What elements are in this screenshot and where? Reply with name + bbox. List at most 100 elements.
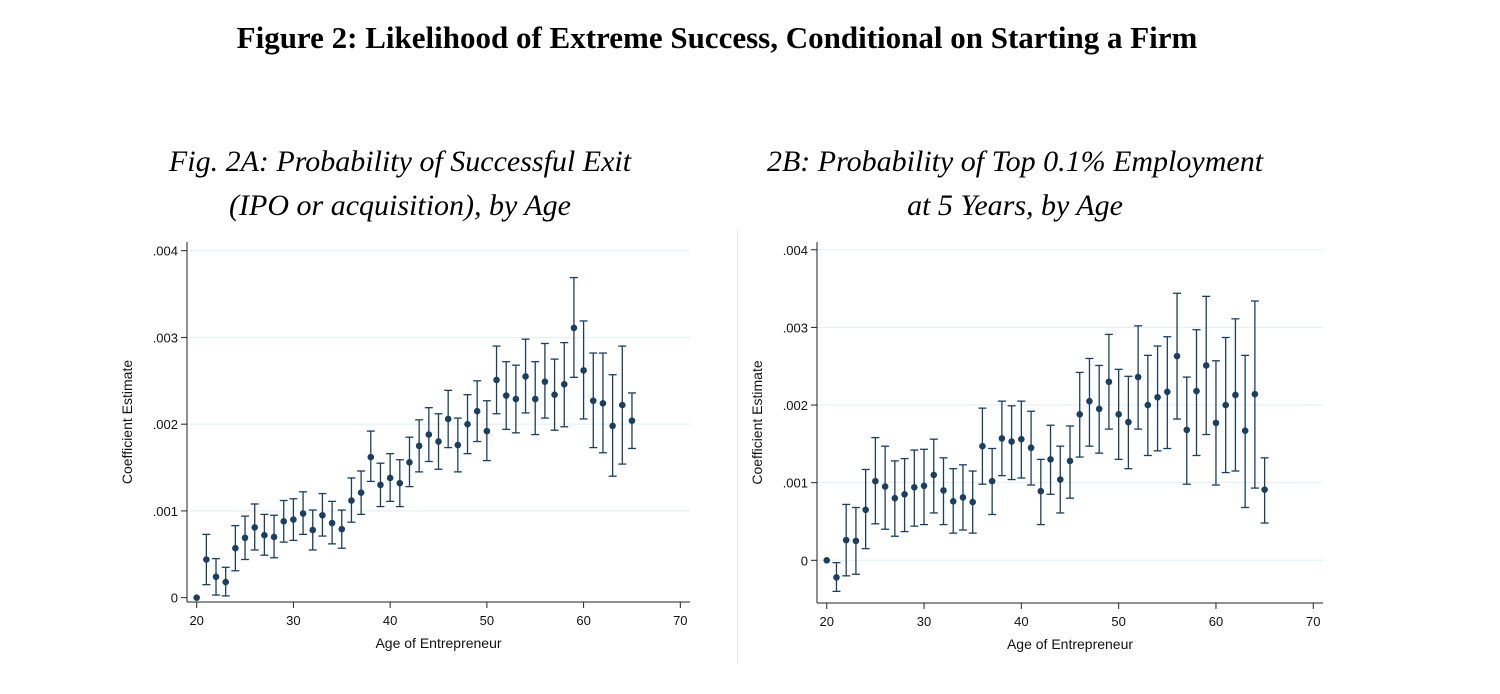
data-point: [1115, 411, 1122, 418]
data-point: [1212, 419, 1220, 427]
data-point: [618, 401, 626, 409]
y-tick-label: 0: [171, 591, 178, 606]
data-point: [599, 400, 607, 407]
data-point: [251, 524, 259, 531]
data-point: [212, 573, 220, 581]
data-point: [560, 380, 568, 388]
data-point: [570, 324, 578, 332]
data-point: [1008, 438, 1015, 445]
x-tick-label: 20: [189, 613, 203, 628]
data-point: [1018, 435, 1025, 443]
x-tick-label: 40: [1014, 614, 1028, 629]
data-point: [842, 536, 850, 544]
data-point: [261, 531, 268, 539]
x-axis-label: Age of Entrepreneur: [375, 635, 501, 651]
panel-b-title-line2: at 5 Years, by Age: [907, 189, 1123, 222]
data-point: [1232, 391, 1239, 399]
data-point: [473, 407, 481, 415]
data-point: [1251, 390, 1259, 398]
data-point: [862, 506, 869, 514]
data-point: [193, 594, 200, 601]
data-point: [522, 373, 529, 380]
data-point: [949, 497, 957, 505]
panel-a-title: Fig. 2A: Probability of Successful Exit …: [140, 140, 660, 228]
data-point: [425, 431, 433, 438]
data-point: [1183, 426, 1191, 434]
data-point: [415, 442, 423, 450]
data-point: [969, 498, 976, 506]
data-point: [435, 438, 442, 445]
data-point: [1095, 405, 1103, 413]
panel-divider: [737, 228, 738, 664]
data-point: [1027, 444, 1035, 452]
data-point: [833, 574, 840, 581]
data-point: [1241, 427, 1249, 434]
x-tick-label: 30: [286, 613, 300, 628]
data-point: [940, 487, 947, 494]
data-point: [493, 376, 500, 384]
panel-b-title-line1: 2B: Probability of Top 0.1% Employment: [766, 145, 1264, 178]
data-point: [1164, 388, 1171, 396]
y-tick-label: .001: [153, 504, 178, 519]
data-point: [872, 477, 879, 485]
data-point: [203, 556, 210, 563]
panel-b-chart: 0 .001 .002 .003 .004 20 30 40 50 60 70 Age of Entr…: [749, 242, 1323, 652]
data-point: [823, 557, 831, 564]
data-point: [580, 367, 587, 374]
y-tick-label: .003: [153, 330, 178, 345]
x-tick-label: 50: [480, 613, 494, 628]
data-point: [589, 397, 597, 405]
figure-title: Figure 2: Likelihood of Extreme Success,…: [236, 20, 1198, 55]
data-point: [551, 391, 558, 398]
data-point: [628, 417, 636, 424]
data-point: [979, 442, 986, 450]
data-point: [911, 484, 918, 491]
data-point: [1134, 373, 1142, 381]
data-point: [232, 544, 239, 552]
y-tick-label: .004: [783, 243, 808, 258]
data-point: [1047, 456, 1054, 463]
data-point: [338, 525, 346, 533]
data-point: [377, 481, 384, 489]
data-point: [1125, 418, 1132, 426]
data-point: [920, 482, 928, 490]
data-point: [406, 459, 413, 466]
data-point: [348, 497, 355, 504]
data-point: [386, 474, 394, 482]
data-point: [319, 511, 326, 519]
data-point: [1154, 393, 1161, 401]
data-point: [454, 441, 462, 449]
panel-a-title-line1: Fig. 2A: Probability of Successful Exit: [168, 145, 632, 178]
data-point: [1086, 397, 1093, 405]
data-point: [1222, 401, 1229, 409]
data-point: [357, 489, 365, 496]
data-point: [464, 420, 471, 428]
y-tick-label: 0: [801, 553, 808, 568]
data-point: [1066, 457, 1074, 465]
data-point: [1037, 487, 1045, 495]
data-point: [299, 510, 307, 517]
data-point: [891, 494, 899, 502]
x-tick-label: 60: [1209, 614, 1223, 629]
data-point: [1261, 486, 1268, 493]
data-point: [396, 479, 404, 487]
data-point: [988, 477, 996, 485]
data-point: [881, 483, 889, 490]
x-axis-label: Age of Entrepreneur: [1007, 636, 1133, 652]
data-point: [483, 427, 491, 435]
data-point: [502, 392, 510, 399]
x-tick-label: 70: [673, 613, 687, 628]
data-point: [512, 395, 520, 403]
y-tick-label: .002: [783, 398, 808, 413]
data-point: [609, 422, 616, 430]
data-point: [531, 395, 539, 403]
data-point: [367, 453, 375, 461]
y-axis-label: Coefficient Estimate: [119, 360, 135, 484]
panel-a-chart: 0 .001 .002 .003 .004 20 30 40 50 60 70 Age of Entr…: [119, 242, 690, 651]
y-tick-label: .003: [783, 320, 808, 335]
y-tick-label: .002: [153, 417, 178, 432]
x-tick-label: 40: [383, 613, 397, 628]
y-tick-label: .001: [783, 476, 808, 491]
data-point: [1076, 411, 1084, 418]
data-point: [1056, 476, 1064, 483]
